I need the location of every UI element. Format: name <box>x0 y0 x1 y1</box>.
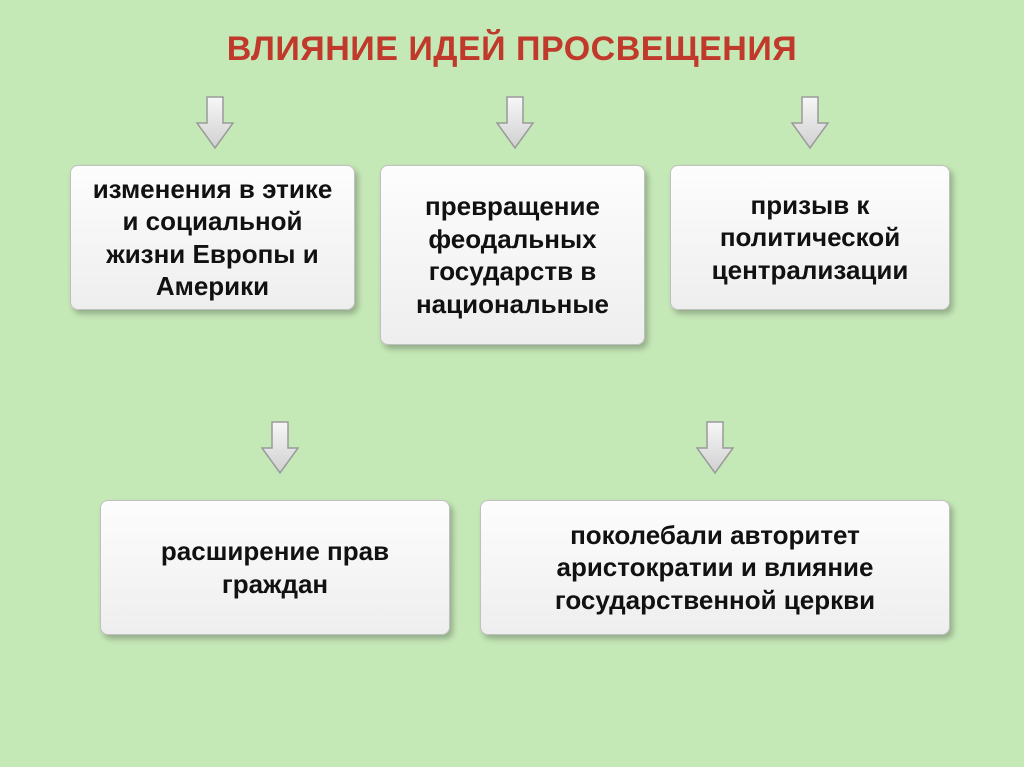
box-feudal-national: превращение феодальных государств в наци… <box>380 165 645 345</box>
box-label: превращение феодальных государств в наци… <box>399 190 626 320</box>
box-centralization: призыв к политической централизации <box>670 165 950 310</box>
box-ethics-social: изменения в этике и социальной жизни Евр… <box>70 165 355 310</box>
arrow-down-icon <box>260 420 300 475</box>
box-label: расширение прав граждан <box>119 535 431 600</box>
box-aristocracy-church: поколебали авторитет аристократии и влия… <box>480 500 950 635</box>
arrow-down-icon <box>195 95 235 150</box>
arrow-down-icon <box>495 95 535 150</box>
box-label: изменения в этике и социальной жизни Евр… <box>89 173 336 303</box>
box-label: призыв к политической централизации <box>689 189 931 287</box>
arrow-down-icon <box>790 95 830 150</box>
box-rights: расширение прав граждан <box>100 500 450 635</box>
box-label: поколебали авторитет аристократии и влия… <box>499 519 931 617</box>
arrow-down-icon <box>695 420 735 475</box>
page-title: ВЛИЯНИЕ ИДЕЙ ПРОСВЕЩЕНИЯ <box>0 0 1024 69</box>
